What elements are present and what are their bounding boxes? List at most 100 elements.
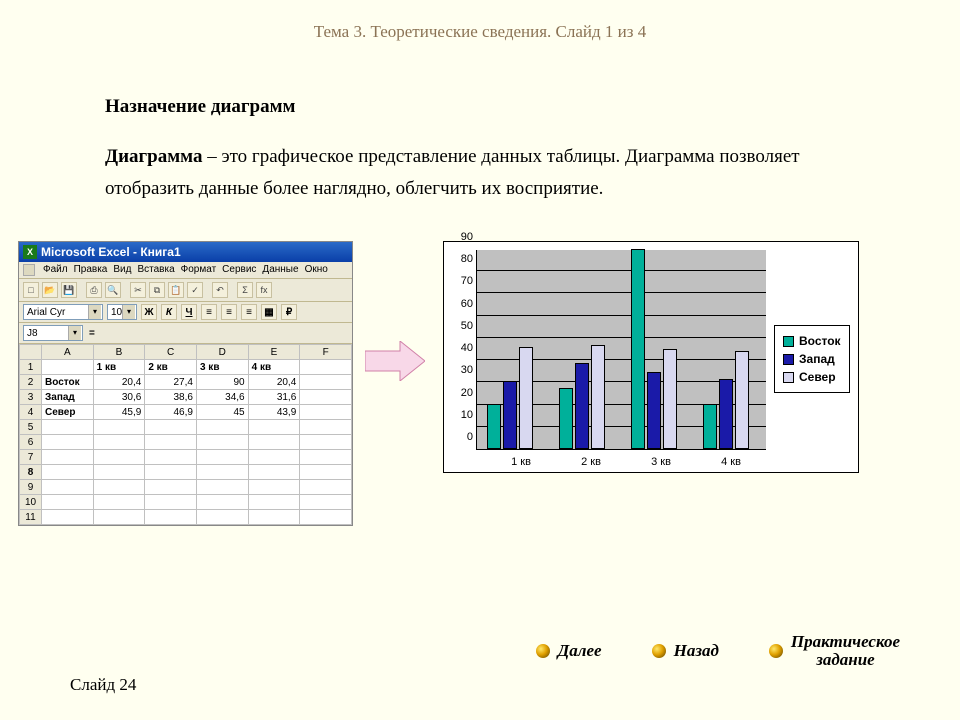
menu-insert[interactable]: Вставка xyxy=(137,264,174,276)
cell[interactable]: Восток xyxy=(42,375,94,390)
font-size-combo[interactable]: 10 xyxy=(107,304,137,320)
cell[interactable]: 34,6 xyxy=(196,390,248,405)
cell[interactable]: 2 кв xyxy=(145,360,197,375)
cell[interactable]: 43,9 xyxy=(248,405,300,420)
col-C[interactable]: C xyxy=(145,345,197,360)
cell[interactable] xyxy=(300,360,352,375)
cell[interactable]: 46,9 xyxy=(145,405,197,420)
row-num[interactable]: 6 xyxy=(20,435,42,450)
open-icon[interactable]: 📂 xyxy=(42,282,58,298)
legend-label: Север xyxy=(799,370,836,384)
bold-button[interactable]: Ж xyxy=(141,304,157,320)
cell[interactable] xyxy=(42,360,94,375)
cell[interactable]: 20,4 xyxy=(93,375,145,390)
row-num[interactable]: 5 xyxy=(20,420,42,435)
table-row[interactable]: 3 Запад 30,6 38,6 34,6 31,6 xyxy=(20,390,352,405)
col-B[interactable]: B xyxy=(93,345,145,360)
table-row[interactable]: 9 xyxy=(20,480,352,495)
italic-button[interactable]: К xyxy=(161,304,177,320)
save-icon[interactable]: 💾 xyxy=(61,282,77,298)
row-num[interactable]: 8 xyxy=(20,465,42,480)
new-icon[interactable]: □ xyxy=(23,282,39,298)
legend-label: Запад xyxy=(799,352,835,366)
row-num[interactable]: 9 xyxy=(20,480,42,495)
row-num[interactable]: 2 xyxy=(20,375,42,390)
currency-icon[interactable]: ₽ xyxy=(281,304,297,320)
cell[interactable]: Запад xyxy=(42,390,94,405)
sum-icon[interactable]: Σ xyxy=(237,282,253,298)
table-row[interactable]: 1 1 кв 2 кв 3 кв 4 кв xyxy=(20,360,352,375)
cell[interactable]: 45 xyxy=(196,405,248,420)
menu-file[interactable]: Файл xyxy=(43,264,68,276)
align-left-icon[interactable]: ≡ xyxy=(201,304,217,320)
row-num[interactable]: 7 xyxy=(20,450,42,465)
cell[interactable]: 4 кв xyxy=(248,360,300,375)
table-row[interactable]: 4 Север 45,9 46,9 45 43,9 xyxy=(20,405,352,420)
merge-icon[interactable]: ▦ xyxy=(261,304,277,320)
table-row[interactable]: 7 xyxy=(20,450,352,465)
table-row[interactable]: 6 xyxy=(20,435,352,450)
menu-view[interactable]: Вид xyxy=(113,264,131,276)
cell[interactable]: 45,9 xyxy=(93,405,145,420)
cell[interactable]: Север xyxy=(42,405,94,420)
table-row[interactable]: 2 Восток 20,4 27,4 90 20,4 xyxy=(20,375,352,390)
cut-icon[interactable]: ✂ xyxy=(130,282,146,298)
cell[interactable]: 27,4 xyxy=(145,375,197,390)
paste-icon[interactable]: 📋 xyxy=(168,282,184,298)
excel-menubar[interactable]: Файл Правка Вид Вставка Формат Сервис Да… xyxy=(19,262,352,279)
cell[interactable]: 3 кв xyxy=(196,360,248,375)
fx-icon[interactable]: fx xyxy=(256,282,272,298)
col-D[interactable]: D xyxy=(196,345,248,360)
table-row[interactable]: 11 xyxy=(20,510,352,525)
align-center-icon[interactable]: ≡ xyxy=(221,304,237,320)
row-num[interactable]: 4 xyxy=(20,405,42,420)
name-box[interactable]: J8 xyxy=(23,325,83,341)
table-row[interactable]: 5 xyxy=(20,420,352,435)
chart-legend: Восток Запад Север xyxy=(774,325,850,393)
align-right-icon[interactable]: ≡ xyxy=(241,304,257,320)
task-button[interactable]: Практическоезадание xyxy=(769,633,900,670)
col-header-row: A B C D E F xyxy=(20,345,352,360)
copy-icon[interactable]: ⧉ xyxy=(149,282,165,298)
chart-bar xyxy=(575,363,589,449)
menu-data[interactable]: Данные xyxy=(262,264,298,276)
cell[interactable]: 31,6 xyxy=(248,390,300,405)
cell[interactable]: 90 xyxy=(196,375,248,390)
cell[interactable]: 30,6 xyxy=(93,390,145,405)
preview-icon[interactable]: 🔍 xyxy=(105,282,121,298)
back-button[interactable]: Назад xyxy=(652,641,719,661)
y-tick-label: 80 xyxy=(461,253,477,265)
col-E[interactable]: E xyxy=(248,345,300,360)
chart-bar xyxy=(703,404,717,449)
menu-format[interactable]: Формат xyxy=(181,264,217,276)
menu-tools[interactable]: Сервис xyxy=(222,264,256,276)
col-F[interactable]: F xyxy=(300,345,352,360)
cell[interactable]: 1 кв xyxy=(93,360,145,375)
menu-window[interactable]: Окно xyxy=(305,264,328,276)
excel-sheet[interactable]: A B C D E F 1 1 кв 2 кв 3 кв 4 кв 2 Вост… xyxy=(19,344,352,525)
x-tick-label: 1 кв xyxy=(486,456,556,468)
row-num[interactable]: 3 xyxy=(20,390,42,405)
cell[interactable] xyxy=(300,405,352,420)
excel-toolbar: □ 📂 💾 ⎙ 🔍 ✂ ⧉ 📋 ✓ ↶ Σ fx xyxy=(19,279,352,302)
font-name-combo[interactable]: Arial Cyr xyxy=(23,304,103,320)
print-icon[interactable]: ⎙ xyxy=(86,282,102,298)
brush-icon[interactable]: ✓ xyxy=(187,282,203,298)
legend-item: Восток xyxy=(783,332,841,350)
row-num[interactable]: 1 xyxy=(20,360,42,375)
table-row[interactable]: 8 xyxy=(20,465,352,480)
next-button[interactable]: Далее xyxy=(536,641,602,661)
cell[interactable]: 38,6 xyxy=(145,390,197,405)
x-tick-label: 3 кв xyxy=(626,456,696,468)
y-tick-label: 60 xyxy=(461,298,477,310)
menu-edit[interactable]: Правка xyxy=(74,264,108,276)
cell[interactable] xyxy=(300,375,352,390)
underline-button[interactable]: Ч xyxy=(181,304,197,320)
cell[interactable]: 20,4 xyxy=(248,375,300,390)
table-row[interactable]: 10 xyxy=(20,495,352,510)
cell[interactable] xyxy=(300,390,352,405)
row-num[interactable]: 11 xyxy=(20,510,42,525)
col-A[interactable]: A xyxy=(42,345,94,360)
undo-icon[interactable]: ↶ xyxy=(212,282,228,298)
row-num[interactable]: 10 xyxy=(20,495,42,510)
